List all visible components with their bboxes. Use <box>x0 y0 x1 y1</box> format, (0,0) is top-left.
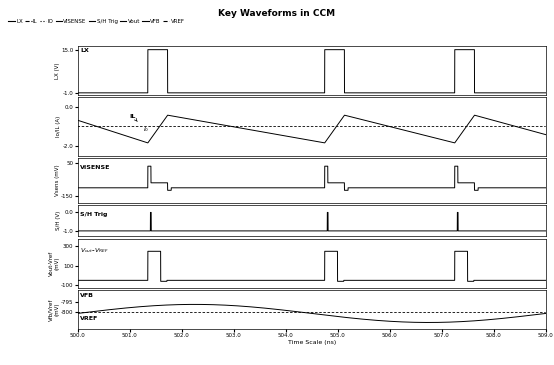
Text: $I_0$: $I_0$ <box>142 125 149 134</box>
Legend: LX, IL, IO, VISENSE, S/H Trig, Vout, VFB, VREF: LX, IL, IO, VISENSE, S/H Trig, Vout, VFB… <box>8 19 184 24</box>
Text: Key Waveforms in CCM: Key Waveforms in CCM <box>218 9 336 18</box>
Y-axis label: Vsens (mV): Vsens (mV) <box>54 165 59 196</box>
Y-axis label: Io/IL (A): Io/IL (A) <box>57 116 61 137</box>
X-axis label: Time Scale (ns): Time Scale (ns) <box>288 341 336 345</box>
Text: VREF: VREF <box>80 316 98 321</box>
Y-axis label: LX (V): LX (V) <box>55 62 60 78</box>
Text: VFB: VFB <box>80 293 94 298</box>
Y-axis label: Vfb/Vref
(mV): Vfb/Vref (mV) <box>49 298 59 320</box>
Text: $V_{out}$-$V_{REF}$: $V_{out}$-$V_{REF}$ <box>80 246 109 256</box>
Y-axis label: Vout-Vref
(mV): Vout-Vref (mV) <box>49 251 59 276</box>
Text: IL: IL <box>130 114 137 122</box>
Text: S/H Trig: S/H Trig <box>80 212 107 217</box>
Text: LX: LX <box>80 47 89 53</box>
Y-axis label: S/H (V): S/H (V) <box>57 211 61 230</box>
Text: VISENSE: VISENSE <box>80 165 110 170</box>
